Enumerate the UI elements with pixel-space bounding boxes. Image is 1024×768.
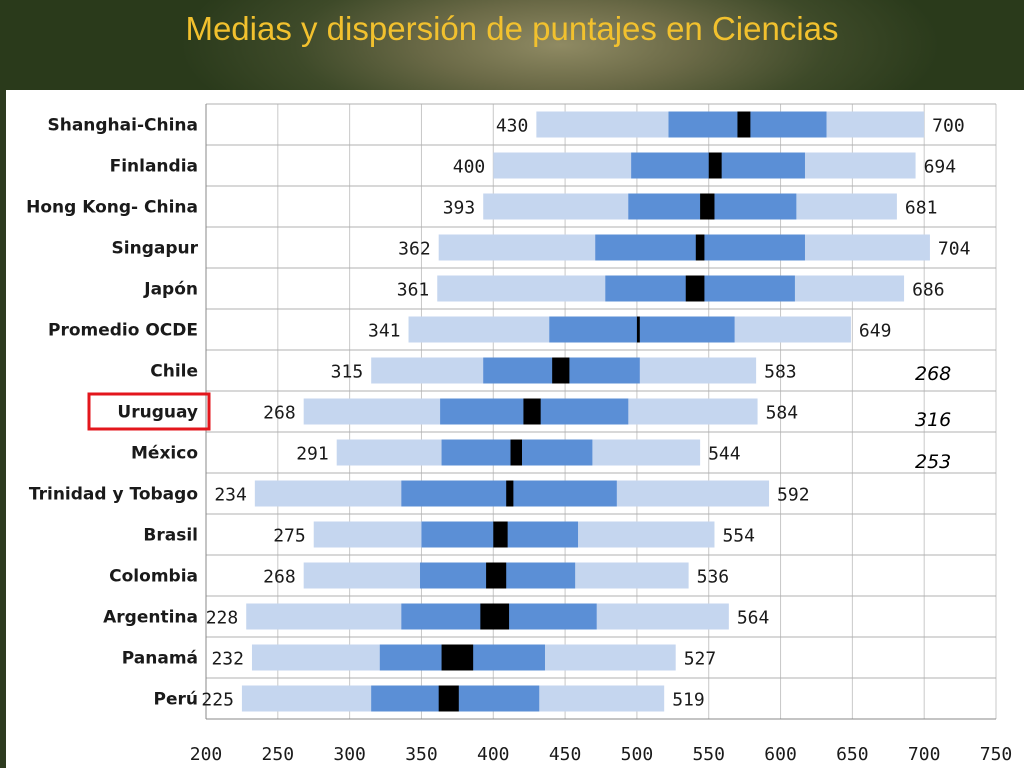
max-value-label: 536 bbox=[697, 567, 730, 588]
mean-marker bbox=[493, 521, 508, 548]
min-value-label: 232 bbox=[211, 649, 244, 670]
range-chart: Shanghai-China 430 700 Finlandia 400 694 Hong … bbox=[26, 103, 1013, 765]
x-tick-label: 300 bbox=[333, 744, 366, 765]
min-value-label: 268 bbox=[263, 403, 296, 424]
x-tick-label: 450 bbox=[549, 744, 582, 765]
x-tick-label: 600 bbox=[764, 744, 797, 765]
category-label: Argentina bbox=[103, 608, 198, 628]
mean-marker bbox=[685, 275, 705, 302]
max-value-label: 544 bbox=[708, 444, 741, 465]
min-value-label: 400 bbox=[453, 157, 486, 178]
x-tick-label: 750 bbox=[980, 744, 1013, 765]
category-label: Promedio OCDE bbox=[48, 321, 198, 341]
side-annotation: 316 bbox=[915, 409, 951, 431]
mean-marker bbox=[737, 111, 751, 138]
mean-marker bbox=[552, 357, 570, 384]
min-value-label: 228 bbox=[206, 608, 239, 629]
max-value-label: 584 bbox=[766, 403, 799, 424]
mean-marker bbox=[700, 193, 715, 220]
max-value-label: 554 bbox=[722, 526, 755, 547]
side-annotation: 253 bbox=[915, 451, 951, 473]
category-label: México bbox=[131, 444, 198, 464]
min-value-label: 268 bbox=[263, 567, 296, 588]
min-value-label: 361 bbox=[397, 280, 430, 301]
max-value-label: 694 bbox=[924, 157, 957, 178]
max-value-label: 592 bbox=[777, 485, 810, 506]
x-tick-label: 200 bbox=[190, 744, 223, 765]
highlight-box bbox=[87, 392, 211, 431]
mean-marker bbox=[441, 644, 474, 671]
category-label: Colombia bbox=[109, 567, 198, 587]
chart-panel: Shanghai-China 430 700 Finlandia 400 694 Hong … bbox=[6, 90, 1024, 768]
category-label: Japón bbox=[143, 280, 198, 300]
x-tick-label: 250 bbox=[262, 744, 295, 765]
category-label: Singapur bbox=[112, 239, 199, 259]
min-value-label: 225 bbox=[201, 690, 234, 711]
min-value-label: 234 bbox=[214, 485, 247, 506]
category-label: Chile bbox=[150, 362, 198, 382]
mean-marker bbox=[438, 685, 459, 712]
max-value-label: 519 bbox=[672, 690, 705, 711]
x-tick-label: 650 bbox=[836, 744, 869, 765]
category-label: Uruguay bbox=[117, 403, 198, 423]
category-label: Hong Kong- China bbox=[26, 198, 198, 218]
x-tick-label: 350 bbox=[405, 744, 438, 765]
max-value-label: 527 bbox=[684, 649, 717, 670]
max-value-label: 704 bbox=[938, 239, 971, 260]
min-value-label: 362 bbox=[398, 239, 431, 260]
mean-marker bbox=[708, 152, 722, 179]
x-tick-label: 700 bbox=[908, 744, 941, 765]
mean-marker bbox=[486, 562, 507, 589]
category-label: Brasil bbox=[143, 526, 198, 546]
mean-marker bbox=[510, 439, 522, 466]
x-tick-label: 400 bbox=[477, 744, 510, 765]
page-title: Medias y dispersión de puntajes en Cienc… bbox=[185, 10, 839, 47]
max-value-label: 649 bbox=[859, 321, 892, 342]
x-tick-label: 500 bbox=[621, 744, 654, 765]
side-annotation: 268 bbox=[915, 363, 951, 385]
max-value-label: 700 bbox=[932, 116, 965, 137]
mean-marker bbox=[636, 316, 640, 343]
min-value-label: 393 bbox=[443, 198, 476, 219]
max-value-label: 583 bbox=[764, 362, 797, 383]
x-tick-label: 550 bbox=[692, 744, 725, 765]
left-strip bbox=[0, 90, 6, 768]
mean-marker bbox=[523, 398, 541, 425]
min-value-label: 430 bbox=[496, 116, 529, 137]
category-label: Finlandia bbox=[110, 157, 198, 177]
range-bar-inner bbox=[549, 316, 735, 343]
mean-marker bbox=[506, 480, 514, 507]
mean-marker bbox=[695, 234, 705, 261]
min-value-label: 275 bbox=[273, 526, 306, 547]
min-value-label: 315 bbox=[331, 362, 364, 383]
min-value-label: 291 bbox=[296, 444, 329, 465]
max-value-label: 564 bbox=[737, 608, 770, 629]
category-label: Trinidad y Tobago bbox=[29, 485, 198, 505]
category-label: Perú bbox=[154, 690, 198, 710]
mean-marker bbox=[480, 603, 510, 630]
title-bar: Medias y dispersión de puntajes en Cienc… bbox=[0, 0, 1024, 90]
category-label: Shanghai-China bbox=[47, 116, 198, 136]
max-value-label: 686 bbox=[912, 280, 945, 301]
category-label: Panamá bbox=[122, 649, 198, 669]
max-value-label: 681 bbox=[905, 198, 938, 219]
min-value-label: 341 bbox=[368, 321, 401, 342]
